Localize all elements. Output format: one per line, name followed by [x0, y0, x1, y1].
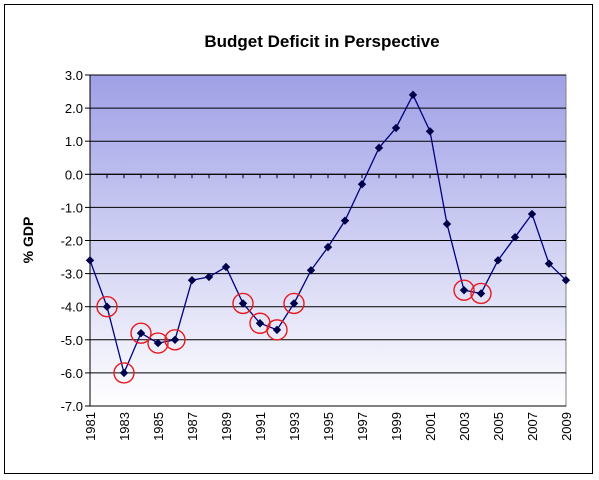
data-point [255, 319, 265, 328]
data-point [408, 90, 418, 100]
highlight-circle [164, 329, 186, 351]
data-point [374, 143, 384, 153]
x-tick-label: 2007 [525, 412, 540, 441]
y-tick-label: -7.0 [61, 399, 83, 414]
data-point [357, 180, 367, 189]
x-tick-label: 1991 [253, 412, 268, 441]
data-point [153, 338, 163, 348]
data-point [170, 335, 180, 344]
highlight-circle [130, 322, 152, 344]
x-tick-label: 1981 [83, 412, 98, 441]
data-point [391, 123, 401, 133]
y-tick-label: 1.0 [65, 134, 83, 149]
chart-title: Budget Deficit in Perspective [204, 32, 439, 51]
data-point [102, 302, 112, 311]
data-point [323, 242, 333, 252]
data-point [204, 272, 214, 282]
data-point [238, 299, 248, 308]
data-point [340, 216, 350, 225]
data-point [510, 232, 520, 242]
data-point [306, 266, 316, 275]
y-tick-label: -5.0 [61, 333, 83, 348]
y-tick-label: -4.0 [61, 300, 83, 315]
x-tick-label: 1983 [117, 412, 132, 441]
y-tick-label: 3.0 [65, 68, 83, 83]
x-tick-label: 1989 [219, 412, 234, 441]
x-tick-label: 1995 [321, 412, 336, 441]
data-point [442, 219, 452, 229]
y-tick-label: -6.0 [61, 366, 83, 381]
highlight-circle [113, 362, 135, 384]
x-tick-label: 2005 [491, 412, 506, 441]
y-axis-label: % GDP [20, 217, 36, 264]
y-tick-label: 0.0 [65, 167, 83, 182]
plot-area: 3.0 2.0 1.0 0.0 -1.0 -2.0 -3.0 -4.0 -5.0 -6.0 -7.0… [61, 68, 574, 441]
data-point [187, 276, 197, 285]
data-point [289, 299, 299, 308]
data-point [527, 209, 537, 219]
x-tick-label: 2003 [457, 412, 472, 441]
x-tick-label: 1985 [151, 412, 166, 441]
highlight-circle [147, 332, 169, 354]
x-tick-label: 2009 [559, 412, 574, 441]
x-tick-label: 1999 [389, 412, 404, 441]
y-tick-label: -3.0 [61, 267, 83, 282]
data-point [119, 368, 129, 378]
data-point [561, 276, 571, 285]
y-tick-label: 2.0 [65, 101, 83, 116]
x-tick-label: 2001 [423, 412, 438, 441]
data-point [476, 289, 486, 298]
data-point [136, 328, 146, 338]
x-tick-label: 1993 [287, 412, 302, 441]
x-tick-label: 1987 [185, 412, 200, 441]
highlight-circle [232, 292, 254, 315]
data-point [85, 256, 95, 265]
highlight-circle [453, 279, 475, 301]
data-point [544, 259, 554, 268]
data-point [493, 256, 503, 265]
highlight-circle [266, 319, 288, 341]
data-point [425, 127, 435, 136]
data-point [272, 325, 282, 335]
y-tick-label: -2.0 [61, 234, 83, 249]
highlight-circle [283, 292, 305, 315]
data-point [221, 262, 231, 272]
y-tick-label: -1.0 [61, 200, 83, 215]
x-tick-label: 1997 [355, 412, 370, 441]
data-point [459, 285, 469, 295]
highlight-circle [470, 282, 492, 305]
highlight-circle [96, 296, 118, 318]
